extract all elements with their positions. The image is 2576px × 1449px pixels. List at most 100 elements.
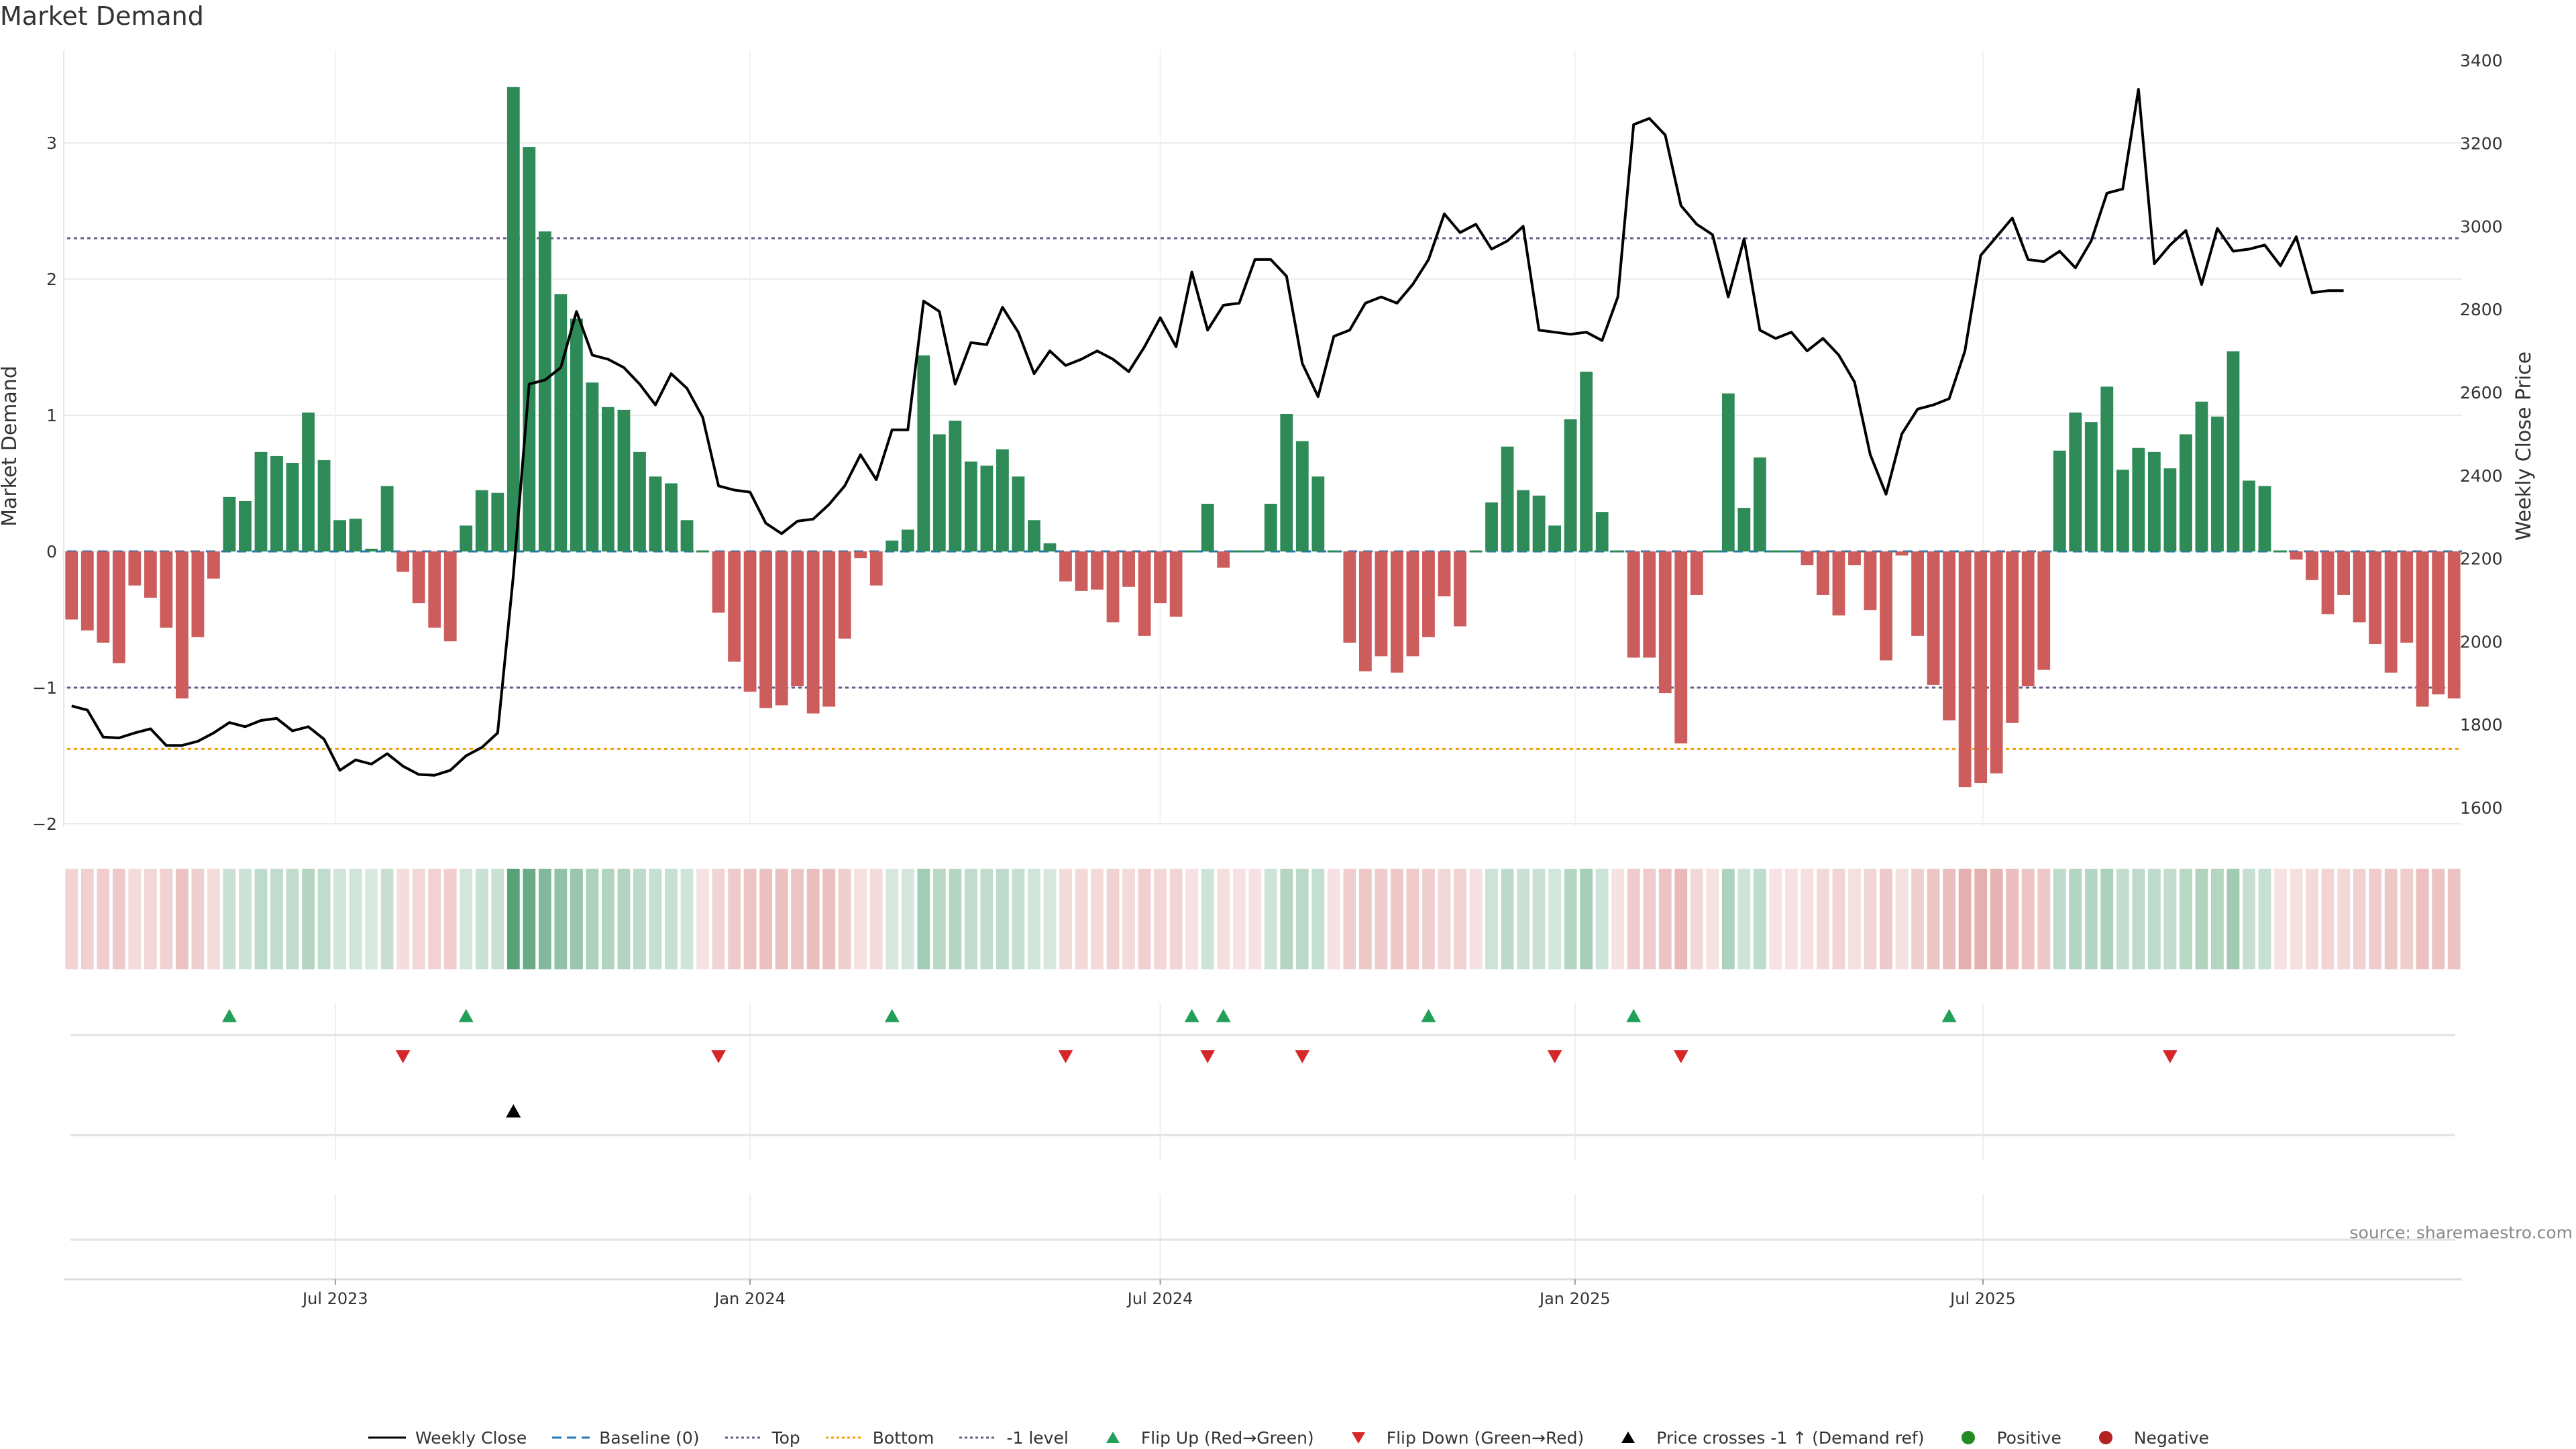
demand-bar bbox=[2400, 551, 2414, 643]
signal-markers bbox=[70, 1009, 2455, 1241]
intensity-cell bbox=[728, 869, 741, 969]
demand-bar bbox=[728, 551, 741, 662]
demand-bar bbox=[2321, 551, 2334, 614]
demand-bar bbox=[1012, 476, 1025, 551]
flip-up-marker bbox=[884, 1009, 900, 1022]
intensity-cell bbox=[1753, 869, 1766, 969]
demand-bar bbox=[1706, 550, 1719, 553]
legend-item-price-cross: Price crosses -1 ↑ (Demand ref) bbox=[1608, 1428, 1924, 1448]
x-tick-label: Jul 2023 bbox=[301, 1289, 368, 1308]
legend-label-weekly-close: Weekly Close bbox=[415, 1428, 527, 1448]
demand-bar bbox=[333, 520, 347, 551]
flip-down-marker bbox=[1547, 1050, 1562, 1063]
intensity-cell bbox=[1501, 869, 1514, 969]
demand-bar bbox=[460, 525, 473, 551]
demand-bar bbox=[1438, 551, 1451, 596]
demand-bar bbox=[996, 449, 1009, 551]
demand-bar bbox=[649, 476, 662, 551]
legend-item-bottom: Bottom bbox=[824, 1428, 934, 1448]
intensity-cell bbox=[1169, 869, 1183, 969]
demand-bar bbox=[1958, 551, 1972, 788]
intensity-cell bbox=[1737, 869, 1751, 969]
intensity-cell bbox=[1248, 869, 1262, 969]
flip-up-marker bbox=[1626, 1009, 1642, 1022]
demand-bar bbox=[175, 551, 189, 699]
intensity-cell bbox=[2290, 869, 2303, 969]
intensity-cell bbox=[1106, 869, 1120, 969]
intensity-cell bbox=[2163, 869, 2177, 969]
intensity-cell bbox=[2369, 869, 2382, 969]
demand-bar bbox=[932, 434, 946, 551]
intensity-cell bbox=[2321, 869, 2334, 969]
intensity-cell bbox=[349, 869, 362, 969]
demand-bar bbox=[1611, 550, 1625, 553]
intensity-cell bbox=[207, 869, 220, 969]
demand-bar bbox=[2384, 551, 2398, 673]
demand-bars bbox=[65, 87, 2461, 788]
demand-bar bbox=[602, 407, 614, 551]
demand-bar bbox=[2053, 450, 2066, 551]
intensity-cell bbox=[885, 869, 899, 969]
x-tick-label: Jan 2025 bbox=[1538, 1289, 1611, 1308]
intensity-cell bbox=[523, 869, 536, 969]
intensity-cell bbox=[1801, 869, 1814, 969]
intensity-cell bbox=[1154, 869, 1167, 969]
demand-bar bbox=[822, 551, 836, 707]
intensity-cell bbox=[665, 869, 678, 969]
demand-bar bbox=[1122, 551, 1135, 587]
demand-bar bbox=[2306, 551, 2318, 580]
flip-up-marker bbox=[1216, 1009, 1231, 1022]
demand-bar bbox=[791, 551, 804, 686]
demand-bar bbox=[1517, 490, 1529, 551]
legend-label-bottom: Bottom bbox=[872, 1428, 934, 1448]
y2-tick-label: 1800 bbox=[2460, 715, 2503, 735]
intensity-cell bbox=[2147, 869, 2161, 969]
legend-item-minus1: -1 level bbox=[958, 1428, 1069, 1448]
demand-bar bbox=[538, 231, 551, 551]
demand-bar bbox=[65, 551, 78, 620]
intensity-cell bbox=[1927, 869, 1940, 969]
intensity-cell bbox=[1595, 869, 1609, 969]
legend-symbol-positive bbox=[1962, 1431, 1976, 1444]
demand-bar bbox=[1501, 446, 1514, 551]
demand-bar bbox=[1280, 413, 1293, 551]
y2-tick-label: 3400 bbox=[2460, 51, 2503, 70]
demand-bar bbox=[964, 462, 977, 551]
intensity-cell bbox=[1832, 869, 1845, 969]
demand-bar bbox=[1232, 550, 1246, 553]
intensity-cell bbox=[901, 869, 914, 969]
intensity-cell bbox=[1280, 869, 1293, 969]
intensity-cell bbox=[617, 869, 631, 969]
y2-tick-label: 2800 bbox=[2460, 300, 2503, 319]
intensity-cell bbox=[80, 869, 94, 969]
demand-bar bbox=[365, 548, 378, 551]
demand-bar bbox=[523, 147, 536, 552]
demand-bar bbox=[1627, 551, 1640, 658]
intensity-cell bbox=[254, 869, 268, 969]
demand-bar bbox=[2021, 551, 2035, 686]
source-note: source: sharemaestro.com bbox=[2349, 1223, 2573, 1242]
y-tick-label: 1 bbox=[46, 406, 57, 425]
legend-item-top: Top bbox=[724, 1428, 800, 1448]
intensity-cell bbox=[712, 869, 725, 969]
intensity-cell bbox=[1043, 869, 1057, 969]
intensity-cell bbox=[1643, 869, 1656, 969]
demand-bar bbox=[1990, 551, 2003, 773]
intensity-cell bbox=[1895, 869, 1909, 969]
legend-item-positive: Positive bbox=[1948, 1428, 2061, 1448]
legend-label-baseline: Baseline (0) bbox=[599, 1428, 700, 1448]
demand-bar bbox=[1674, 551, 1688, 744]
demand-bar bbox=[475, 490, 488, 551]
demand-bar bbox=[2353, 551, 2366, 623]
demand-bar bbox=[97, 551, 110, 643]
intensity-cell bbox=[649, 869, 662, 969]
demand-bar bbox=[2211, 417, 2224, 551]
legend-symbol-price-cross bbox=[1621, 1432, 1635, 1443]
demand-bar bbox=[254, 451, 268, 551]
intensity-cell bbox=[570, 869, 583, 969]
demand-bar bbox=[1217, 551, 1230, 568]
legend-symbol-minus1 bbox=[959, 1436, 998, 1439]
intensity-cell bbox=[1232, 869, 1246, 969]
demand-bar bbox=[1753, 457, 1766, 551]
